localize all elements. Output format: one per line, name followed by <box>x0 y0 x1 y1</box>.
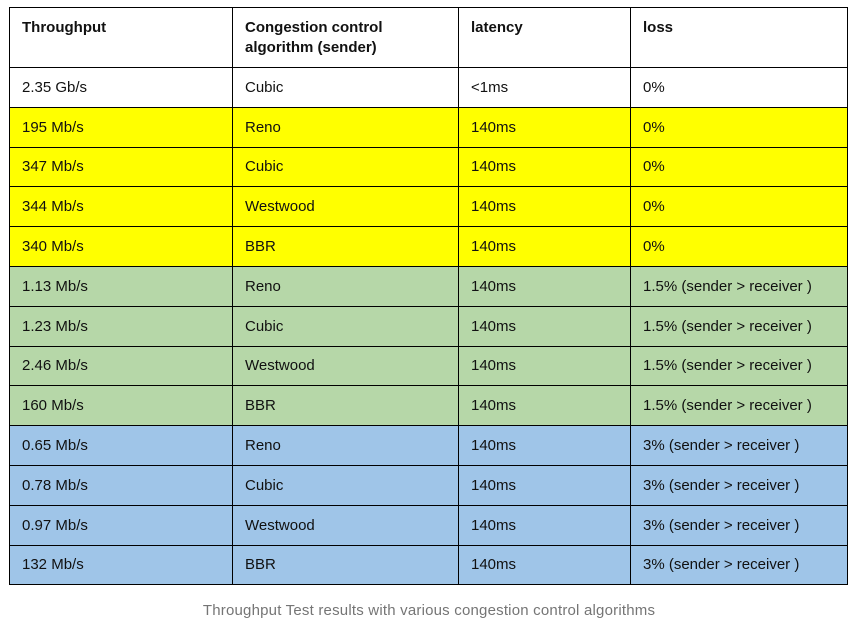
loss-cell: 0% <box>630 106 848 148</box>
throughput-cell: 0.78 Mb/s <box>9 464 233 506</box>
loss-cell: 0% <box>630 146 848 188</box>
throughput-cell: 2.46 Mb/s <box>9 345 233 387</box>
table-row: 195 Mb/s Reno 140ms 0% <box>9 106 848 148</box>
table-row: 2.46 Mb/s Westwood 140ms 1.5% (sender > … <box>9 345 848 387</box>
loss-cell: 3% (sender > receiver ) <box>630 544 848 586</box>
results-table: Throughput Congestion control algorithm … <box>9 7 848 586</box>
table-header: Throughput Congestion control algorithm … <box>9 7 848 68</box>
algorithm-cell: Reno <box>232 265 459 307</box>
throughput-cell: 1.13 Mb/s <box>9 265 233 307</box>
latency-cell: 140ms <box>458 385 631 427</box>
throughput-cell: 0.65 Mb/s <box>9 425 233 466</box>
table-row: 160 Mb/s BBR 140ms 1.5% (sender > receiv… <box>9 385 848 427</box>
table-row: 132 Mb/s BBR 140ms 3% (sender > receiver… <box>9 544 848 586</box>
algorithm-cell: Reno <box>232 106 459 148</box>
loss-cell: 3% (sender > receiver ) <box>630 504 848 546</box>
throughput-cell: 132 Mb/s <box>9 544 233 586</box>
latency-cell: 140ms <box>458 345 631 387</box>
table-caption: Throughput Test results with various con… <box>202 602 656 620</box>
header-latency: latency <box>458 7 631 68</box>
algorithm-cell: BBR <box>232 226 459 267</box>
algorithm-cell: Cubic <box>232 464 459 506</box>
latency-cell: 140ms <box>458 464 631 506</box>
throughput-cell: 2.35 Gb/s <box>9 67 233 108</box>
algorithm-cell: BBR <box>232 385 459 427</box>
loss-cell: 0% <box>630 186 848 228</box>
algorithm-cell: BBR <box>232 544 459 586</box>
table-row: 344 Mb/s Westwood 140ms 0% <box>9 186 848 228</box>
algorithm-cell: Westwood <box>232 186 459 228</box>
loss-cell: 1.5% (sender > receiver ) <box>630 385 848 427</box>
table-row: 347 Mb/s Cubic 140ms 0% <box>9 146 848 188</box>
table-row: 1.23 Mb/s Cubic 140ms 1.5% (sender > rec… <box>9 305 848 347</box>
latency-cell: 140ms <box>458 265 631 307</box>
loss-cell: 3% (sender > receiver ) <box>630 425 848 466</box>
table-row: 2.35 Gb/s Cubic <1ms 0% <box>9 67 848 108</box>
algorithm-cell: Westwood <box>232 504 459 546</box>
table-row: 0.65 Mb/s Reno 140ms 3% (sender > receiv… <box>9 425 848 466</box>
throughput-cell: 1.23 Mb/s <box>9 305 233 347</box>
latency-cell: 140ms <box>458 146 631 188</box>
latency-cell: 140ms <box>458 106 631 148</box>
loss-cell: 0% <box>630 226 848 267</box>
latency-cell: <1ms <box>458 67 631 108</box>
header-congestion-algorithm: Congestion control algorithm (sender) <box>232 7 459 68</box>
header-throughput: Throughput <box>9 7 233 68</box>
table-row: 1.13 Mb/s Reno 140ms 1.5% (sender > rece… <box>9 265 848 307</box>
loss-cell: 0% <box>630 67 848 108</box>
table-row: 340 Mb/s BBR 140ms 0% <box>9 226 848 267</box>
table-row: 0.78 Mb/s Cubic 140ms 3% (sender > recei… <box>9 464 848 506</box>
latency-cell: 140ms <box>458 186 631 228</box>
latency-cell: 140ms <box>458 305 631 347</box>
header-loss: loss <box>630 7 848 68</box>
loss-cell: 1.5% (sender > receiver ) <box>630 265 848 307</box>
throughput-cell: 195 Mb/s <box>9 106 233 148</box>
loss-cell: 1.5% (sender > receiver ) <box>630 305 848 347</box>
algorithm-cell: Westwood <box>232 345 459 387</box>
loss-cell: 1.5% (sender > receiver ) <box>630 345 848 387</box>
throughput-cell: 160 Mb/s <box>9 385 233 427</box>
throughput-cell: 347 Mb/s <box>9 146 233 188</box>
table-row: 0.97 Mb/s Westwood 140ms 3% (sender > re… <box>9 504 848 546</box>
header-row: Throughput Congestion control algorithm … <box>9 7 848 68</box>
throughput-cell: 340 Mb/s <box>9 226 233 267</box>
latency-cell: 140ms <box>458 425 631 466</box>
throughput-cell: 0.97 Mb/s <box>9 504 233 546</box>
algorithm-cell: Cubic <box>232 305 459 347</box>
latency-cell: 140ms <box>458 226 631 267</box>
throughput-cell: 344 Mb/s <box>9 186 233 228</box>
algorithm-cell: Cubic <box>232 67 459 108</box>
algorithm-cell: Cubic <box>232 146 459 188</box>
algorithm-cell: Reno <box>232 425 459 466</box>
table-body: 2.35 Gb/s Cubic <1ms 0% 195 Mb/s Reno 14… <box>9 67 848 586</box>
latency-cell: 140ms <box>458 544 631 586</box>
latency-cell: 140ms <box>458 504 631 546</box>
loss-cell: 3% (sender > receiver ) <box>630 464 848 506</box>
